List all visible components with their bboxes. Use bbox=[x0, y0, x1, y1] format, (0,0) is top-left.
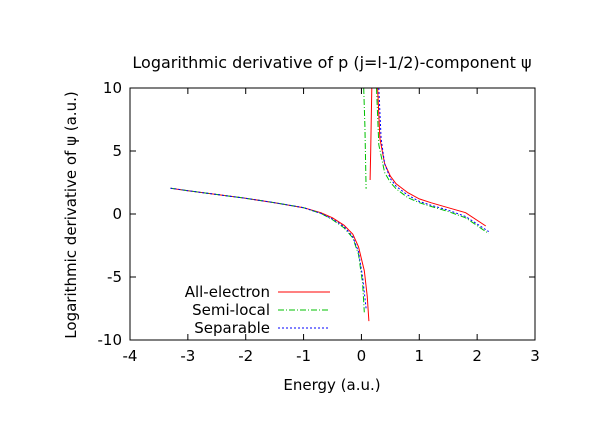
x-tick-label: 0 bbox=[357, 347, 367, 365]
x-tick-label: -4 bbox=[123, 347, 138, 365]
series-line-2 bbox=[378, 87, 489, 233]
x-tick-label: -1 bbox=[296, 347, 311, 365]
y-tick-label: 0 bbox=[112, 205, 122, 223]
y-tick-label: 10 bbox=[103, 79, 122, 97]
series-line-1 bbox=[170, 187, 365, 313]
x-axis-title: Energy (a.u.) bbox=[283, 376, 380, 394]
y-axis-title: Logarithmic derivative of ψ (a.u.) bbox=[62, 91, 80, 338]
series-line-1 bbox=[363, 87, 367, 189]
y-tick-label: 5 bbox=[112, 142, 122, 160]
y-tick-label: -5 bbox=[107, 268, 122, 286]
y-tick-label: -10 bbox=[98, 331, 123, 349]
x-tick-label: 1 bbox=[415, 347, 425, 365]
legend-label: Separable bbox=[194, 319, 270, 337]
x-tick-label: 2 bbox=[472, 347, 482, 365]
chart-title: Logarithmic derivative of p (j=l-1/2)-co… bbox=[132, 53, 531, 72]
series-group bbox=[170, 87, 489, 322]
series-line-2 bbox=[170, 187, 367, 309]
legend-label: Semi-local bbox=[192, 301, 270, 319]
legend-label: All-electron bbox=[185, 283, 270, 301]
series-line-0 bbox=[369, 87, 373, 181]
series-line-0 bbox=[170, 187, 370, 322]
plot-frame bbox=[129, 87, 536, 341]
x-tick-label: -2 bbox=[238, 347, 253, 365]
series-line-0 bbox=[377, 87, 487, 227]
series-line-1 bbox=[376, 87, 489, 234]
x-tick-label: 3 bbox=[530, 347, 540, 365]
x-tick-label: -3 bbox=[180, 347, 195, 365]
